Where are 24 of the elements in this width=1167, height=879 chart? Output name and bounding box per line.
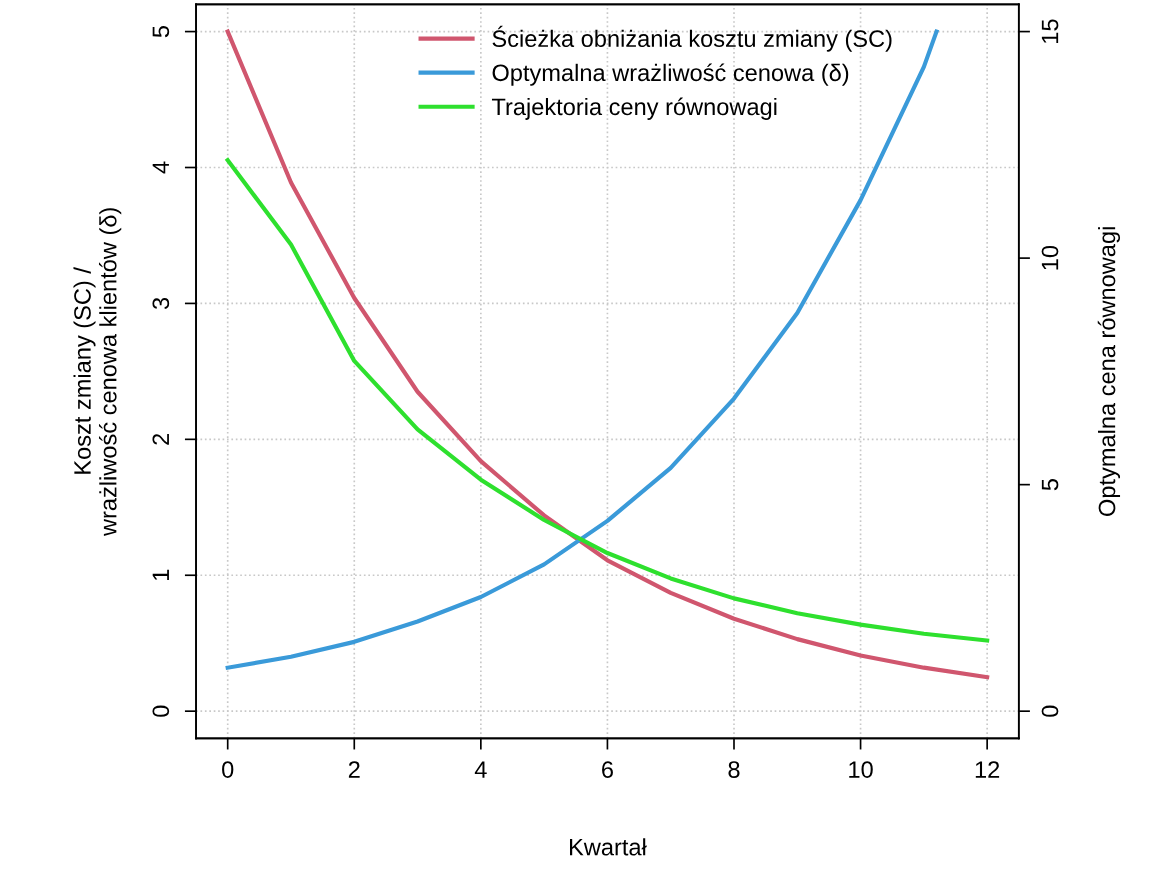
y-tick-label: 3 [152,297,170,310]
y-tick-label: 1 [152,569,169,581]
y2-axis-title: Optymalna cena równowagi [1097,227,1121,516]
x-tick-label: 4 [474,761,487,778]
x-tick-label: 2 [348,761,360,778]
y-axis-title: Koszt zmiany (SC) / wrażliwość cenowa klientów (δ) [73,208,122,537]
legend-label: Optymalna wrażliwość cenowa (δ) [492,63,849,86]
x-tick-label: 6 [602,761,613,778]
x-tick-label: 8 [728,761,740,778]
y-tick-label: 2 [152,433,169,445]
legend-label: Ścieżka obniżania kosztu zmiany (SC) [492,25,892,52]
x-axis-title: Kwartał [570,838,647,856]
line-series [225,158,990,643]
y-tick-label: 5 [152,26,170,38]
y-tick-label: 4 [152,161,169,174]
y-tick-label: 0 [152,705,170,717]
x-tick-label: 0 [222,761,234,778]
x-tick-label: 12 [975,761,1000,778]
y2-tick-label: 5 [1041,479,1059,491]
y2-tick-label: 10 [1041,245,1059,270]
legend-label: Trajektoria ceny równowagi [491,97,777,120]
y2-tick-label: 15 [1041,19,1059,43]
y2-tick-label: 0 [1041,705,1059,717]
x-tick-label: 10 [849,761,873,778]
